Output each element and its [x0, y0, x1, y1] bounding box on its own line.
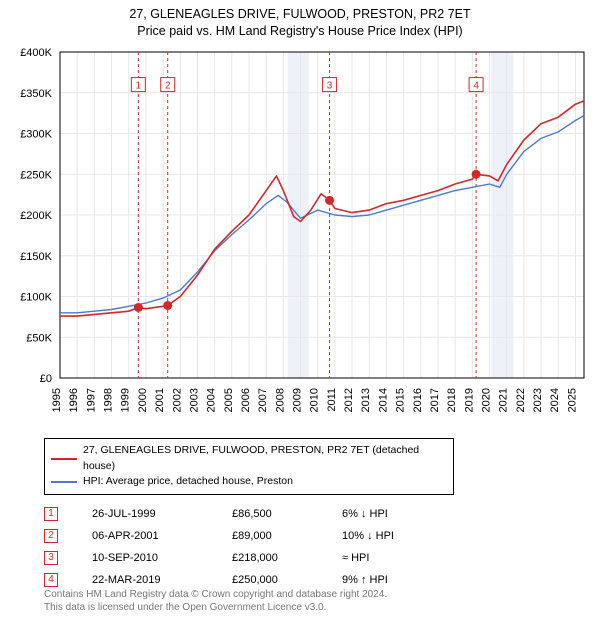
svg-text:2015: 2015: [395, 388, 407, 412]
sales-table-row: 3 10-SEP-2010£218,000≈ HPI: [44, 547, 554, 569]
svg-text:2009: 2009: [292, 388, 304, 412]
svg-text:£50K: £50K: [26, 332, 52, 344]
svg-text:2023: 2023: [532, 388, 544, 412]
svg-text:£400K: £400K: [20, 47, 52, 59]
chart-title-line1: 27, GLENEAGLES DRIVE, FULWOOD, PRESTON, …: [0, 6, 600, 23]
chart-title-line2: Price paid vs. HM Land Registry's House …: [0, 23, 600, 40]
sales-table-row: 2 06-APR-2001£89,00010% ↓ HPI: [44, 525, 554, 547]
svg-text:£200K: £200K: [20, 210, 52, 222]
svg-text:2020: 2020: [481, 388, 493, 412]
svg-text:3: 3: [327, 80, 333, 91]
svg-text:£350K: £350K: [20, 88, 52, 100]
svg-text:£300K: £300K: [20, 128, 52, 140]
legend-row-price: 27, GLENEAGLES DRIVE, FULWOOD, PRESTON, …: [51, 443, 447, 475]
svg-text:2002: 2002: [171, 388, 183, 412]
svg-text:2018: 2018: [446, 388, 458, 412]
chart-area: £0 £50K £100K £150K £200K £250K £300K £350K £400…: [0, 42, 600, 432]
svg-text:2022: 2022: [515, 388, 527, 412]
svg-text:£100K: £100K: [20, 291, 52, 303]
svg-text:4: 4: [473, 80, 479, 91]
sale-diff: 9% ↑ HPI: [342, 574, 462, 586]
svg-text:2004: 2004: [206, 388, 218, 412]
svg-text:2014: 2014: [377, 388, 389, 412]
sale-diff: 10% ↓ HPI: [342, 530, 462, 542]
sale-date: 10-SEP-2010: [92, 552, 232, 564]
svg-text:2025: 2025: [566, 388, 578, 412]
svg-text:2: 2: [165, 80, 171, 91]
svg-text:1: 1: [136, 80, 142, 91]
sales-table-row: 1 26-JUL-1999£86,5006% ↓ HPI: [44, 503, 554, 525]
legend-swatch-price: [51, 458, 77, 460]
svg-text:1999: 1999: [120, 388, 132, 412]
svg-text:1998: 1998: [103, 388, 115, 412]
svg-text:2001: 2001: [154, 388, 166, 412]
sale-date: 22-MAR-2019: [92, 574, 232, 586]
legend: 27, GLENEAGLES DRIVE, FULWOOD, PRESTON, …: [44, 438, 454, 495]
svg-text:1995: 1995: [51, 388, 63, 412]
legend-label-price: 27, GLENEAGLES DRIVE, FULWOOD, PRESTON, …: [83, 443, 447, 475]
footer-line1: Contains HM Land Registry data © Crown c…: [44, 588, 387, 601]
sale-price: £218,000: [232, 552, 342, 564]
sale-date: 06-APR-2001: [92, 530, 232, 542]
footer-line2: This data is licensed under the Open Gov…: [44, 601, 387, 614]
svg-text:2019: 2019: [463, 388, 475, 412]
svg-text:2003: 2003: [188, 388, 200, 412]
sale-marker-box: 2: [44, 529, 58, 543]
svg-text:1996: 1996: [68, 388, 80, 412]
svg-text:2007: 2007: [257, 388, 269, 412]
sale-diff: 6% ↓ HPI: [342, 508, 462, 520]
legend-label-hpi: HPI: Average price, detached house, Pres…: [83, 474, 293, 490]
sale-marker-box: 4: [44, 573, 58, 587]
svg-text:2000: 2000: [137, 388, 149, 412]
sale-price: £89,000: [232, 530, 342, 542]
svg-text:2013: 2013: [360, 388, 372, 412]
sale-marker-box: 3: [44, 551, 58, 565]
legend-swatch-hpi: [51, 481, 77, 483]
chart-title-block: 27, GLENEAGLES DRIVE, FULWOOD, PRESTON, …: [0, 0, 600, 42]
svg-text:2017: 2017: [429, 388, 441, 412]
sale-price: £86,500: [232, 508, 342, 520]
sales-table: 126-JUL-1999£86,5006% ↓ HPI206-APR-2001£…: [44, 503, 554, 591]
svg-text:£0: £0: [40, 373, 52, 385]
svg-text:2011: 2011: [326, 388, 338, 412]
svg-text:2008: 2008: [274, 388, 286, 412]
svg-text:2024: 2024: [549, 388, 561, 412]
svg-text:2016: 2016: [412, 388, 424, 412]
sale-date: 26-JUL-1999: [92, 508, 232, 520]
svg-text:2012: 2012: [343, 388, 355, 412]
legend-row-hpi: HPI: Average price, detached house, Pres…: [51, 474, 447, 490]
sale-marker-box: 1: [44, 507, 58, 521]
svg-text:2010: 2010: [309, 388, 321, 412]
svg-text:2006: 2006: [240, 388, 252, 412]
chart-svg: £0 £50K £100K £150K £200K £250K £300K £350K £400…: [0, 42, 600, 432]
sale-diff: ≈ HPI: [342, 552, 462, 564]
svg-text:2005: 2005: [223, 388, 235, 412]
svg-text:1997: 1997: [85, 388, 97, 412]
footer: Contains HM Land Registry data © Crown c…: [44, 588, 387, 614]
svg-text:2021: 2021: [498, 388, 510, 412]
sale-price: £250,000: [232, 574, 342, 586]
svg-text:£250K: £250K: [20, 169, 52, 181]
svg-text:£150K: £150K: [20, 251, 52, 263]
